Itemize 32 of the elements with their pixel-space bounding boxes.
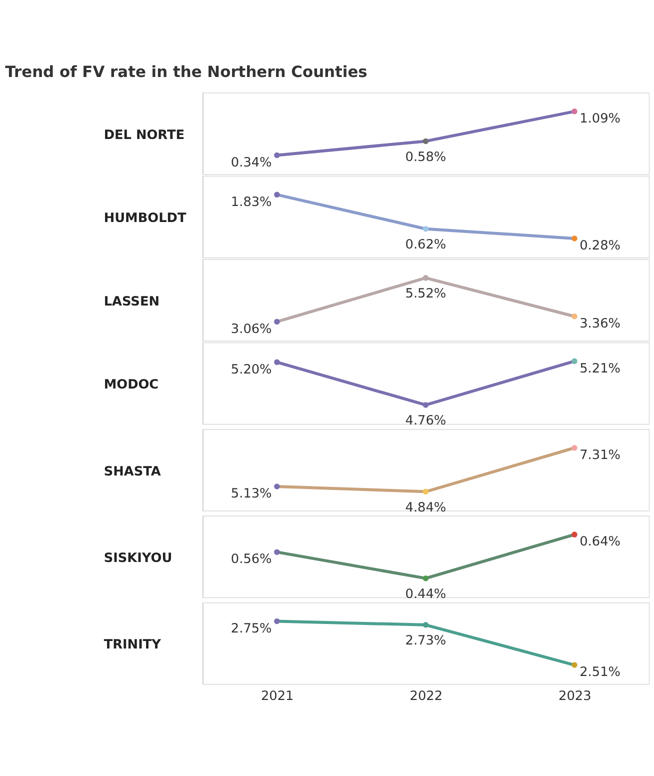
x-tick-label: 2021 bbox=[260, 688, 294, 704]
y-axis-title: TRINITY bbox=[104, 638, 162, 653]
y-axis-title: MODOC bbox=[104, 378, 159, 393]
data-label: 0.44% bbox=[405, 587, 446, 602]
data-label: 7.31% bbox=[580, 448, 620, 464]
y-axis-title: SHASTA bbox=[104, 464, 161, 480]
data-label: 0.28% bbox=[580, 238, 620, 254]
data-label: 0.64% bbox=[580, 534, 620, 550]
data-label: 0.34% bbox=[230, 155, 272, 170]
data-label: 5.21% bbox=[580, 361, 620, 376]
y-axis-title: SISKIYOU bbox=[104, 551, 172, 566]
data-label: 3.36% bbox=[580, 316, 620, 332]
data-label: 3.06% bbox=[230, 322, 272, 337]
y-axis-title: DEL NORTE bbox=[104, 128, 185, 143]
chart-title: Trend of FV rate in the Northern Counties bbox=[5, 63, 368, 82]
data-label: 5.52% bbox=[405, 286, 446, 302]
data-label: 4.76% bbox=[405, 414, 446, 429]
data-label: 4.84% bbox=[405, 500, 446, 516]
data-label: 2.73% bbox=[405, 634, 446, 649]
data-label: 0.62% bbox=[405, 238, 446, 253]
data-label: 2.75% bbox=[230, 621, 272, 636]
data-label: 0.56% bbox=[230, 552, 272, 568]
data-label: 5.13% bbox=[230, 486, 272, 502]
y-axis-title: LASSEN bbox=[104, 294, 160, 310]
x-tick-label: 2022 bbox=[410, 688, 442, 704]
data-label: 1.09% bbox=[580, 112, 620, 127]
data-label: 2.51% bbox=[580, 665, 620, 680]
data-label: 0.58% bbox=[405, 150, 446, 165]
data-label: 1.83% bbox=[230, 194, 272, 210]
x-tick-label: 2023 bbox=[558, 688, 592, 704]
data-label: 5.20% bbox=[230, 362, 272, 378]
y-axis-title: HUMBOLDT bbox=[104, 211, 186, 226]
